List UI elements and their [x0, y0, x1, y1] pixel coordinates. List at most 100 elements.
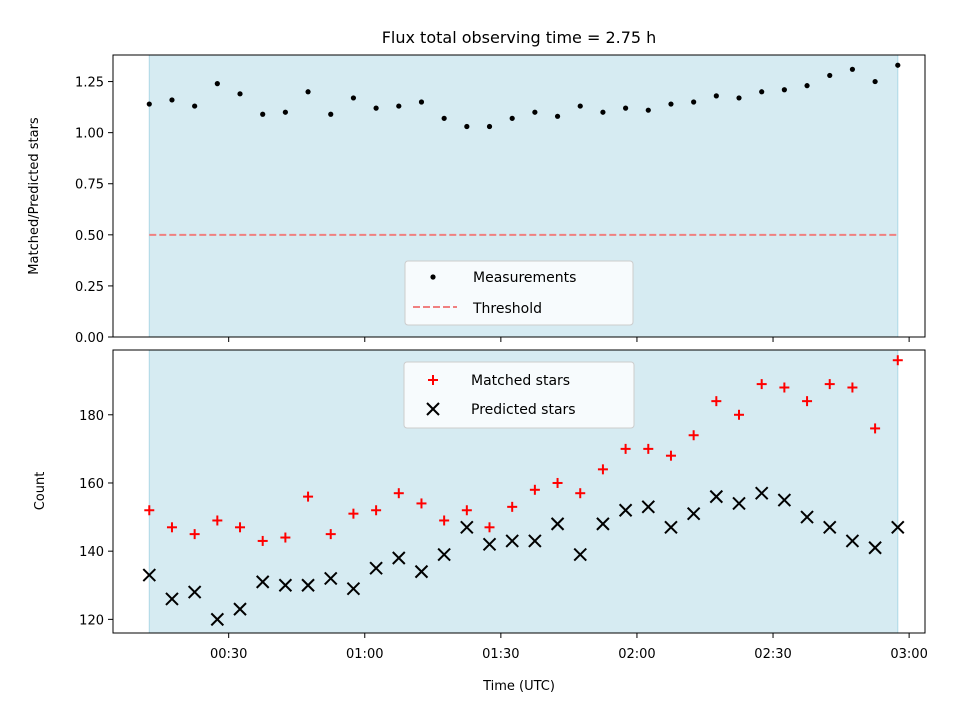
matched-stars-point — [484, 522, 495, 533]
ratio-panel: 0.00 0.25 0.50 0.75 1.00 1.25 Matched/Predict… — [27, 54, 926, 346]
count-y-axis-label: Count — [33, 472, 48, 511]
legend-predicted-label: Predicted stars — [471, 402, 576, 418]
matched-stars-point — [552, 477, 563, 488]
measurement-point — [305, 89, 311, 95]
predicted-stars-point — [686, 506, 701, 521]
matched-stars-point — [257, 535, 268, 546]
measurement-point — [781, 87, 787, 93]
count-y-tick-label: 180 — [79, 409, 104, 424]
matched-stars-point — [393, 488, 404, 499]
measurement-point — [260, 111, 266, 117]
matched-stars-point — [711, 396, 722, 407]
measurement-point — [872, 78, 878, 85]
measurement-point — [895, 62, 901, 68]
predicted-stars-point — [301, 578, 315, 592]
predicted-stars-point — [165, 592, 179, 606]
matched-stars-point — [756, 379, 767, 390]
ratio-y-tick-label: 0.00 — [75, 331, 104, 346]
ratio-panel-frame — [112, 54, 926, 338]
measurement-point — [169, 97, 175, 103]
matched-stars-point — [166, 522, 177, 533]
measurement-point — [713, 93, 719, 99]
matched-stars-point — [643, 443, 654, 454]
x-tick-label: 00:30 — [210, 647, 247, 662]
count-panel: 120 140 160 180 00:30 01:00 01:30 02:00 02:30 03… — [33, 349, 928, 694]
predicted-stars-point — [414, 564, 429, 579]
measurement-point — [282, 109, 288, 115]
predicted-stars-point — [732, 496, 746, 511]
matched-stars-point — [144, 505, 155, 516]
measurement-point — [554, 113, 561, 119]
matched-stars-point — [507, 501, 518, 512]
matched-stars-point — [348, 508, 359, 519]
ratio-legend-box — [404, 260, 634, 326]
legend-matched-marker — [428, 375, 438, 385]
measurement-point — [328, 111, 334, 117]
predicted-stars-point — [573, 547, 587, 562]
predicted-stars-point — [505, 534, 519, 548]
matched-stars-point — [870, 423, 881, 434]
predicted-stars-point — [596, 517, 610, 531]
predicted-stars-point — [460, 520, 474, 535]
chart-title: Flux total observing time = 2.75 h — [382, 28, 657, 47]
measurement-point — [668, 101, 674, 107]
matched-stars-point — [416, 498, 427, 509]
predicted-stars-point — [233, 602, 247, 616]
matched-stars-point — [575, 488, 586, 499]
ratio-y-tick-label: 1.25 — [75, 76, 104, 91]
x-tick-label: 02:30 — [754, 647, 791, 662]
measurement-point — [827, 72, 833, 79]
ratio-y-tick-label: 0.25 — [75, 280, 104, 295]
predicted-stars-point — [324, 571, 338, 586]
count-panel-frame — [112, 349, 926, 634]
count-y-tick-label: 120 — [79, 613, 104, 628]
predicted-stars-point — [823, 520, 837, 535]
predicted-stars-point — [437, 547, 451, 562]
matched-stars-point — [325, 529, 336, 540]
measurement-point — [214, 81, 220, 87]
x-tick-label: 01:30 — [482, 647, 519, 662]
predicted-stars-point — [777, 493, 792, 507]
measurement-point — [418, 99, 425, 105]
ratio-y-axis-label: Matched/Predicted stars — [27, 117, 42, 275]
matched-stars-point — [212, 515, 223, 526]
matched-stars-point — [620, 443, 631, 454]
ratio-y-tick-label: 0.50 — [75, 229, 104, 244]
legend-threshold-label: Threshold — [472, 301, 542, 317]
predicted-stars-point — [664, 520, 678, 535]
count-legend: Matched stars Predicted stars — [403, 361, 635, 429]
measurement-point — [441, 115, 447, 121]
measurement-point — [396, 103, 402, 109]
predicted-stars-point — [618, 503, 633, 517]
predicted-stars-point — [845, 534, 860, 548]
measurement-point — [373, 105, 379, 111]
matched-stars-point — [665, 450, 676, 461]
measurement-point — [623, 105, 629, 111]
matched-stars-point — [597, 464, 608, 475]
predicted-stars-point — [709, 489, 724, 504]
measurement-point — [804, 83, 810, 89]
predicted-stars-point — [891, 520, 905, 535]
matched-stars-point — [280, 532, 291, 543]
ratio-y-tick-label: 1.00 — [75, 127, 104, 142]
measurement-point — [736, 95, 742, 101]
predicted-stars-point — [210, 612, 225, 627]
measurement-point — [691, 99, 697, 105]
predicted-stars-point — [278, 578, 293, 592]
matched-stars-point — [371, 505, 382, 516]
matched-stars-point — [189, 529, 200, 540]
predicted-stars-point — [142, 568, 156, 582]
predicted-stars-point — [187, 585, 202, 599]
predicted-stars-point — [528, 534, 542, 548]
measurement-point — [849, 66, 856, 72]
matched-stars-point — [303, 491, 314, 502]
predicted-stars-point — [255, 575, 270, 589]
matched-stars-point — [529, 484, 540, 495]
x-tick-label: 03:00 — [890, 647, 927, 662]
matched-stars-point — [824, 379, 835, 390]
matched-stars-point — [779, 382, 790, 393]
x-tick-label: 02:00 — [618, 647, 655, 662]
measurement-point — [759, 89, 765, 95]
legend-measurements-marker — [430, 274, 436, 280]
measurement-point — [645, 107, 651, 113]
